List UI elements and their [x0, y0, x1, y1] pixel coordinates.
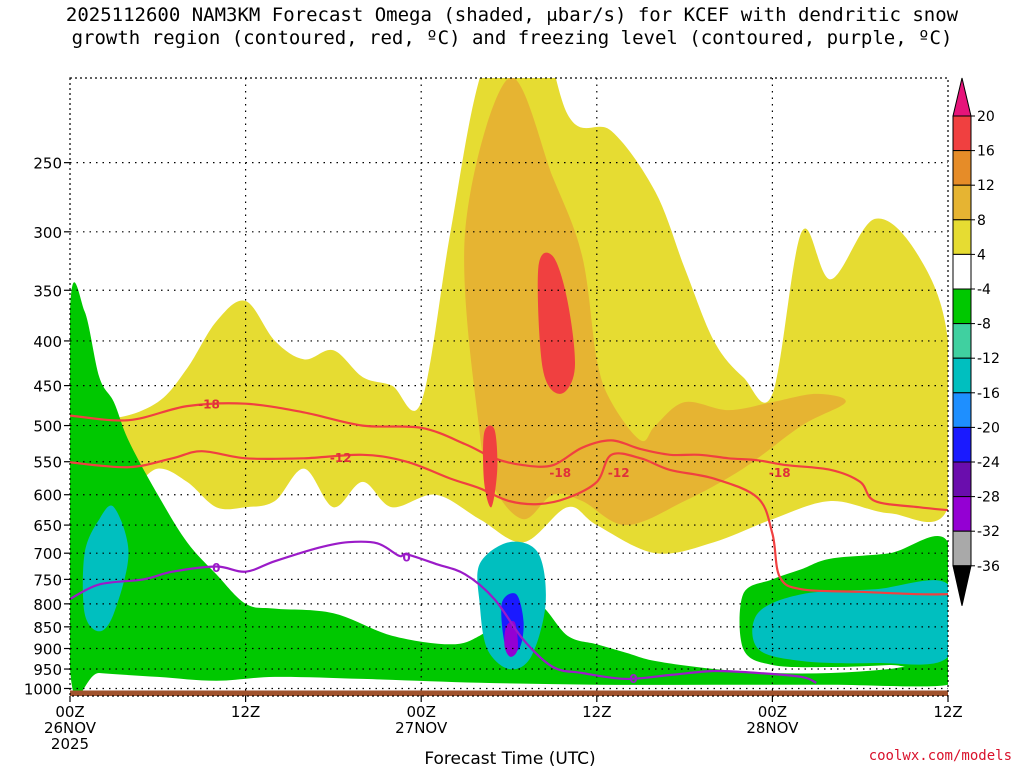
x-tick-label-4-0: 00Z — [758, 703, 787, 721]
colorbar-label--24: -24 — [977, 455, 1000, 471]
y-tick-label-250: 250 — [33, 155, 62, 173]
omega-region-rising-red-core — [537, 252, 576, 394]
freezing-level-label-1: 0 — [402, 551, 410, 565]
y-tick-label-900: 900 — [33, 641, 62, 659]
grid-lines — [70, 78, 948, 696]
y-tick-label-550: 550 — [33, 454, 62, 472]
colorbar-label--28: -28 — [977, 490, 1000, 506]
dgz-label-2: -18 — [549, 466, 571, 480]
x-axis-label: Forecast Time (UTC) — [424, 749, 595, 768]
x-tick-label-1-0: 12Z — [231, 703, 260, 721]
colorbar-label--20: -20 — [977, 420, 1000, 436]
colorbar-box-10 — [952, 461, 972, 498]
colorbar-label-8: 8 — [977, 213, 986, 229]
dgz-label-4: -18 — [769, 466, 791, 480]
colorbar-label-12: 12 — [977, 178, 995, 194]
colorbar-box-11 — [952, 496, 972, 532]
colorbar-box-2 — [952, 184, 972, 221]
x-tick-label-3-0: 12Z — [582, 703, 611, 721]
colorbar-label--16: -16 — [977, 386, 1000, 402]
ground-layer — [70, 690, 948, 696]
omega-region-rising-orange-core — [464, 78, 846, 526]
x-tick-label-4-1: 28NOV — [746, 719, 799, 737]
y-tick-label-650: 650 — [33, 517, 62, 535]
y-tick-label-600: 600 — [33, 487, 62, 505]
y-tick-label-350: 350 — [33, 282, 62, 300]
temperature-contours: -18 -12 -18 -12 -18 0 0 0 — [70, 398, 948, 686]
omega-region-sinking-purple-core — [504, 620, 518, 657]
dgz-contour-1 — [70, 450, 948, 596]
x-tick-label-0-2: 2025 — [51, 735, 89, 753]
colorbar-label-4: 4 — [977, 247, 986, 263]
plot-frame — [69, 77, 949, 697]
dgz-label-0: -18 — [198, 398, 220, 412]
colorbar-top-triangle — [952, 77, 972, 117]
colorbar-label--12: -12 — [977, 351, 1000, 367]
y-tick-label-750: 750 — [33, 571, 62, 589]
chart-title: 2025112600 NAM3KM Forecast Omega (shaded… — [0, 4, 1024, 50]
colorbar-box-9 — [952, 426, 972, 463]
x-tick-label-0-1: 26NOV — [44, 719, 97, 737]
colorbar-label--36: -36 — [977, 559, 1000, 575]
y-tick-label-450: 450 — [33, 378, 62, 396]
colorbar: 20 16 12 8 4 -4 -8 -12 -16 -20 -24 -28 -32 -36 — [952, 77, 1000, 606]
freezing-level-label-2: 0 — [629, 672, 637, 686]
dgz-label-3: -12 — [608, 466, 630, 480]
omega-region-sinking-cyan-right — [752, 580, 948, 665]
freezing-level-contour — [70, 540, 817, 684]
colorbar-box-3 — [952, 219, 972, 255]
plot-border — [69, 77, 949, 697]
colorbar-box-5 — [952, 288, 972, 325]
colorbar-label--8: -8 — [977, 317, 991, 333]
freezing-level-label-0: 0 — [212, 561, 220, 575]
y-tick-label-700: 700 — [33, 545, 62, 563]
x-tick-label-2-0: 00Z — [407, 703, 436, 721]
ground-fill — [70, 690, 948, 696]
colorbar-box-4 — [952, 253, 972, 290]
y-tick-label-300: 300 — [33, 224, 62, 242]
credit-text: coolwx.com/models — [869, 748, 1012, 764]
colorbar-box-1 — [952, 150, 972, 186]
colorbar-label--32: -32 — [977, 524, 1000, 540]
omega-region-sinking-cyan-left — [82, 505, 129, 632]
y-tick-label-400: 400 — [33, 333, 62, 351]
colorbar-bottom-triangle — [952, 565, 972, 606]
dgz-contour-0 — [70, 402, 948, 512]
dgz-label-1: -12 — [330, 451, 352, 465]
y-axis-ticks: 250 300 350 400 450 500 550 600 650 700 750 800 850 9… — [24, 155, 70, 698]
x-tick-label-2-1: 27NOV — [395, 719, 448, 737]
colorbar-box-12 — [952, 530, 972, 567]
chart-title-line2: growth region (contoured, red, ºC) and f… — [71, 27, 953, 49]
colorbar-box-0 — [952, 115, 972, 152]
y-tick-label-950: 950 — [33, 661, 62, 679]
colorbar-label--4: -4 — [977, 282, 991, 298]
colorbar-box-6 — [952, 323, 972, 359]
colorbar-label-16: 16 — [977, 144, 995, 160]
chart-title-line1: 2025112600 NAM3KM Forecast Omega (shaded… — [65, 4, 959, 26]
x-tick-label-5-0: 12Z — [933, 703, 962, 721]
y-tick-label-850: 850 — [33, 619, 62, 637]
colorbar-box-7 — [952, 357, 972, 394]
omega-shading — [70, 78, 948, 696]
x-tick-label-0-0: 00Z — [55, 703, 84, 721]
colorbar-label-20: 20 — [977, 109, 995, 125]
y-tick-label-800: 800 — [33, 596, 62, 614]
y-tick-label-1000: 1000 — [24, 680, 62, 698]
y-tick-label-500: 500 — [33, 418, 62, 436]
colorbar-box-8 — [952, 392, 972, 428]
omega-region-rising-red-narrow — [483, 425, 498, 508]
